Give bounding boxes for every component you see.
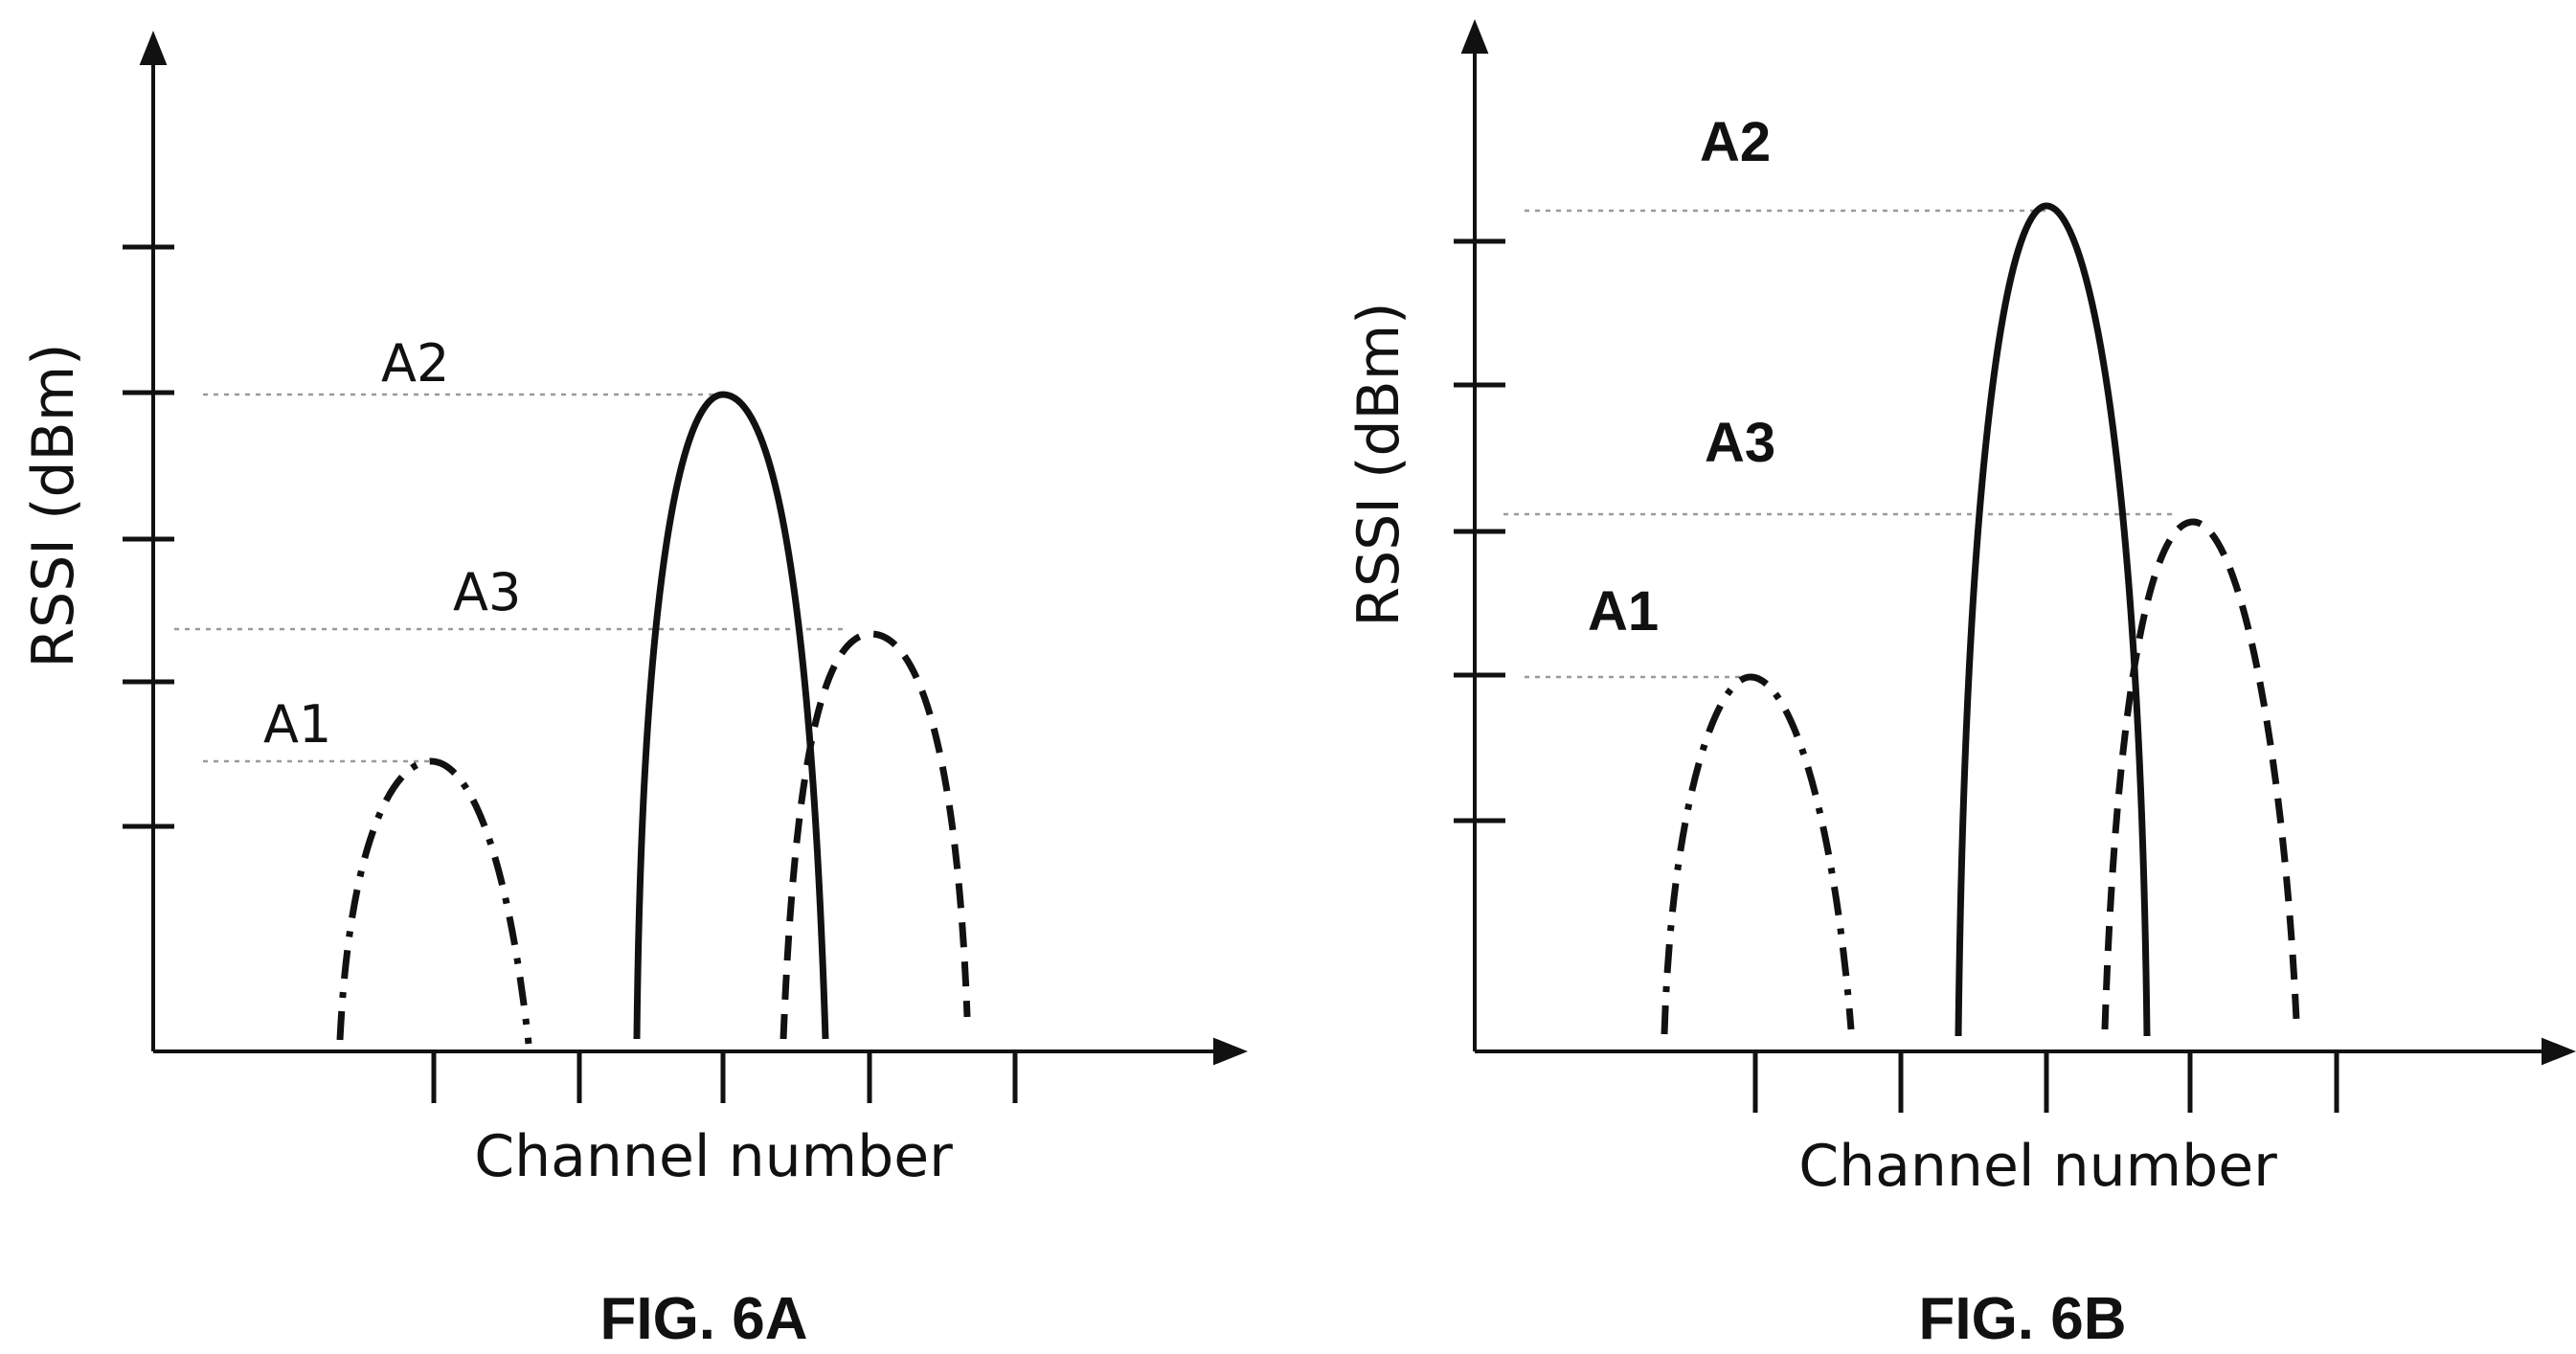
x-ticks [1752,1051,2339,1113]
figure-caption: FIG. 6B [1918,1286,2126,1352]
x-axis-title: Channel number [1798,1133,2277,1200]
curve-a2 [633,391,829,1040]
label-a1: A1 [1588,580,1659,643]
x-axis-title: Channel number [474,1123,953,1190]
y-axis-title: RSSI (dBm) [1345,302,1412,626]
label-a3: A3 [1705,412,1775,474]
y-ticks [1454,238,1505,824]
label-a3: A3 [453,562,521,622]
x-ticks [431,1051,1018,1103]
curve-a3 [780,630,971,1040]
curve-a2 [1955,202,2151,1037]
y-axis-title: RSSI (dBm) [20,343,87,667]
label-a1: A1 [263,694,331,755]
curve-a3 [2101,518,2300,1030]
label-a2: A2 [381,333,449,394]
panel-fig-6a: A2 A3 A1 RSSI (dBm) Channel number FIG. … [20,31,1248,1352]
panel-fig-6b: A2 A3 A1 RSSI (dBm) Channel number FIG. … [1345,19,2576,1352]
y-ticks [123,244,174,829]
curve-a1 [1661,673,1855,1035]
label-a2: A2 [1700,111,1771,173]
figure-caption: FIG. 6A [599,1286,807,1352]
curve-a1 [336,757,532,1045]
